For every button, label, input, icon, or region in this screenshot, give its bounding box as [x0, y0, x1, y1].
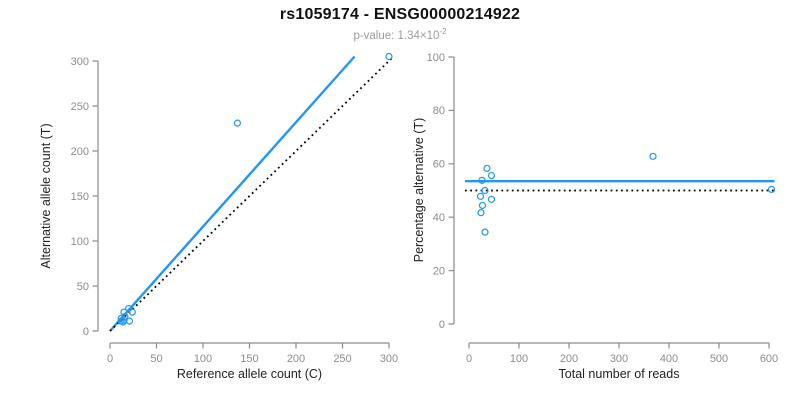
pvalue-text: p-value: 1.34×10	[353, 29, 440, 42]
data-point	[767, 185, 776, 194]
x-tick-label: 150	[240, 353, 258, 365]
data-point	[478, 176, 486, 184]
data-point	[478, 201, 487, 210]
figure-subtitle: p-value: 1.34×10-2	[0, 27, 800, 42]
data-point	[487, 171, 496, 180]
y-tick-label: 300	[71, 56, 89, 68]
x-tick-label: 250	[333, 353, 351, 365]
y-tick-label: 250	[71, 101, 89, 113]
x-tick-label: 600	[760, 353, 778, 365]
data-point	[125, 317, 134, 325]
data-point	[128, 308, 136, 316]
y-tick-label: 150	[71, 191, 89, 203]
x-axis-title: Reference allele count (C)	[177, 367, 322, 381]
y-tick-label: 20	[433, 265, 445, 277]
y-axis-title: Percentage alternative (T)	[412, 118, 426, 263]
data-point	[481, 186, 489, 195]
data-point	[476, 192, 485, 200]
data-point	[477, 209, 485, 217]
y-tick-label: 100	[427, 52, 445, 64]
x-tick-label: 0	[107, 353, 113, 365]
x-tick-label: 400	[660, 353, 678, 365]
y-tick-label: 100	[71, 236, 89, 248]
reference-line	[109, 55, 395, 332]
pvalue-exponent: -2	[439, 27, 447, 36]
y-tick-label: 0	[83, 326, 89, 338]
data-point	[233, 119, 242, 127]
data-point	[385, 52, 393, 61]
x-tick-label: 200	[287, 353, 305, 365]
y-axis-title: Alternative allele count (T)	[39, 123, 53, 268]
y-tick-label: 60	[433, 159, 445, 171]
data-point	[125, 304, 133, 313]
data-point	[120, 308, 128, 316]
x-tick-label: 100	[510, 353, 528, 365]
fit-line	[109, 55, 356, 332]
x-tick-label: 100	[194, 353, 212, 365]
x-tick-label: 200	[560, 353, 578, 365]
data-point	[481, 228, 489, 236]
x-tick-label: 300	[380, 353, 398, 365]
data-point	[119, 318, 127, 326]
x-axis-title: Total number of reads	[559, 367, 680, 381]
y-tick-label: 50	[77, 281, 89, 293]
y-tick-label: 80	[433, 105, 445, 117]
x-tick-label: 50	[150, 353, 162, 365]
y-tick-label: 0	[439, 319, 445, 331]
x-tick-label: 0	[466, 353, 472, 365]
y-tick-label: 40	[433, 212, 445, 224]
figure-title: rs1059174 - ENSG00000214922	[279, 6, 521, 23]
x-tick-label: 300	[610, 353, 628, 365]
x-tick-label: 500	[710, 353, 728, 365]
data-point	[649, 152, 657, 160]
data-point	[487, 195, 496, 203]
y-tick-label: 200	[71, 146, 89, 158]
data-point	[483, 164, 491, 172]
